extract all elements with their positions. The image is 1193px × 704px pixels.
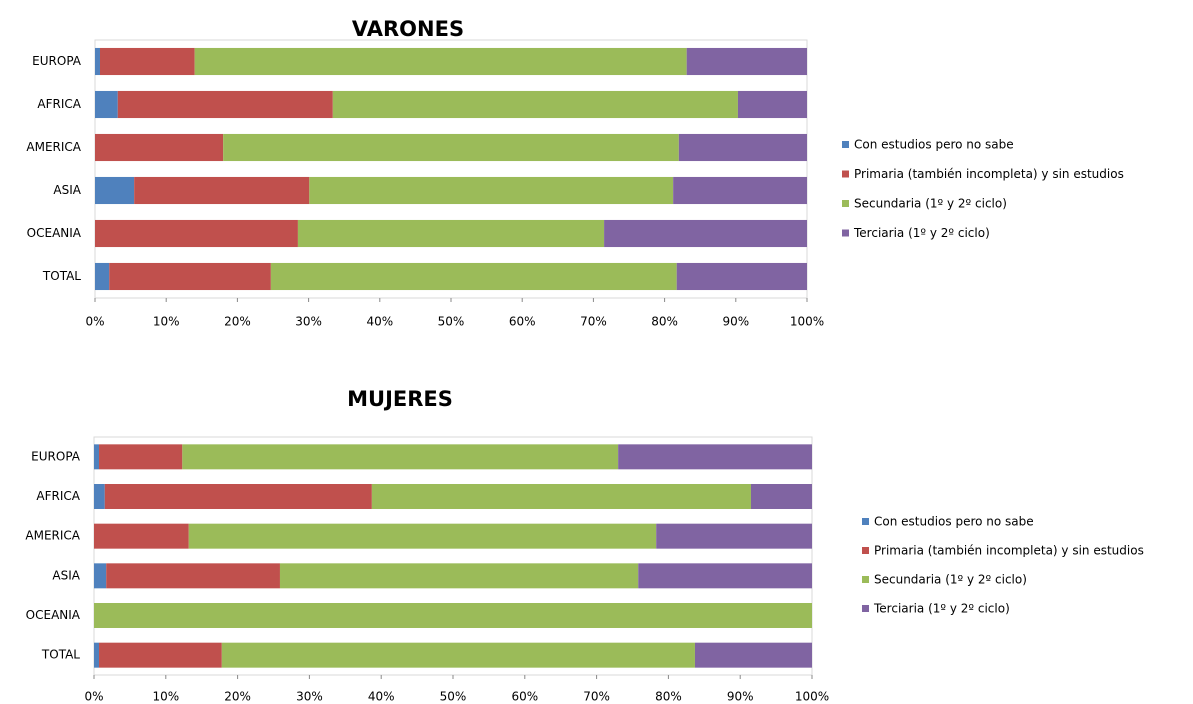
bar-segment (656, 523, 812, 549)
y-tick-label: AFRICA (36, 489, 80, 503)
x-tick-label: 30% (296, 690, 323, 704)
y-tick-label: TOTAL (42, 269, 81, 283)
x-tick-label: 40% (366, 315, 393, 329)
y-tick-label: AMERICA (25, 529, 80, 543)
bar-segment (309, 176, 674, 205)
x-tick-label: 10% (152, 690, 179, 704)
x-tick-label: 20% (224, 690, 251, 704)
bar-segment (99, 642, 222, 668)
bar-segment (104, 484, 372, 509)
x-tick-label: 80% (655, 690, 682, 704)
y-tick-label: OCEANIA (26, 608, 81, 622)
legend-label: Con estudios pero no sabe (854, 138, 1014, 152)
bar-segment (109, 262, 271, 291)
bar-segment (297, 219, 605, 248)
y-tick-label: EUROPA (32, 54, 82, 68)
bar-segment (95, 176, 135, 205)
bar-segment (678, 133, 807, 162)
x-tick-label: 0% (85, 315, 104, 329)
legend-swatch (842, 229, 849, 237)
bar-segment (95, 90, 118, 119)
legend-label: Secundaria (1º y 2º ciclo) (854, 197, 1007, 211)
x-tick-label: 50% (438, 315, 465, 329)
legend-label: Primaria (también incompleta) y sin estu… (854, 167, 1124, 181)
bar-segment (182, 444, 619, 470)
x-tick-label: 60% (509, 315, 536, 329)
bar-segment (94, 444, 100, 470)
bar-segment (371, 484, 751, 509)
bar-segment (221, 642, 695, 668)
legend-label: Secundaria (1º y 2º ciclo) (874, 573, 1027, 587)
x-tick-label: 90% (722, 315, 749, 329)
plot-frame (93, 436, 813, 676)
legend-label: Terciaria (1º y 2º ciclo) (853, 226, 990, 240)
bar-segment (676, 262, 807, 291)
bar-segment (99, 47, 195, 76)
x-tick-label: 40% (368, 690, 395, 704)
legend-label: Con estudios pero no sabe (874, 515, 1034, 529)
legend-swatch (842, 141, 849, 148)
y-tick-label: AFRICA (37, 97, 81, 111)
y-tick-label: ASIA (53, 183, 81, 197)
x-tick-label: 30% (295, 315, 322, 329)
bar-segment (694, 642, 812, 668)
bar-segment (106, 563, 280, 589)
x-tick-label: 90% (727, 690, 754, 704)
y-tick-label: TOTAL (41, 648, 80, 662)
bar-segment (95, 262, 110, 291)
legend-swatch (842, 200, 849, 207)
x-tick-label: 100% (790, 315, 824, 329)
bar-segment (279, 563, 639, 589)
bar-segment (94, 603, 812, 628)
bar-segment (223, 133, 679, 162)
legend-swatch (862, 576, 869, 583)
x-tick-label: 70% (583, 690, 610, 704)
plot-frame (94, 39, 808, 299)
bar-segment (604, 219, 807, 248)
bar-segment (134, 176, 310, 205)
bar-segment (94, 563, 107, 589)
x-tick-label: 70% (580, 315, 607, 329)
bar-segment (117, 90, 333, 119)
bar-segment (737, 90, 807, 119)
y-tick-label: ASIA (52, 568, 80, 582)
bar-segment (686, 47, 807, 76)
x-tick-label: 0% (84, 690, 103, 704)
bar-segment (673, 176, 807, 205)
x-tick-label: 50% (440, 690, 467, 704)
chart-title: VARONES (352, 17, 464, 41)
bar-segment (194, 47, 687, 76)
bar-segment (95, 47, 100, 76)
bar-segment (95, 219, 298, 248)
x-tick-label: 60% (511, 690, 538, 704)
legend-label: Terciaria (1º y 2º ciclo) (873, 602, 1010, 616)
bar-segment (94, 484, 105, 509)
legend-swatch (862, 547, 869, 554)
x-tick-label: 20% (224, 315, 251, 329)
bar-segment (618, 444, 812, 470)
x-tick-label: 100% (795, 690, 829, 704)
bar-segment (332, 90, 738, 119)
bar-segment (750, 484, 812, 509)
legend-label: Primaria (también incompleta) y sin estu… (874, 544, 1144, 558)
bar-segment (94, 523, 189, 549)
x-tick-label: 10% (153, 315, 180, 329)
bar-segment (638, 563, 812, 589)
legend-swatch (862, 605, 869, 612)
bar-segment (188, 523, 657, 549)
bar-segment (94, 642, 100, 668)
x-tick-label: 80% (651, 315, 678, 329)
legend-swatch (862, 518, 869, 525)
legend-swatch (842, 170, 849, 178)
y-tick-label: AMERICA (26, 140, 81, 154)
bar-segment (99, 444, 183, 470)
bar-segment (95, 133, 224, 162)
y-tick-label: OCEANIA (27, 226, 82, 240)
bar-segment (270, 262, 677, 291)
y-tick-label: EUROPA (31, 449, 81, 463)
chart-title: MUJERES (347, 387, 453, 411)
